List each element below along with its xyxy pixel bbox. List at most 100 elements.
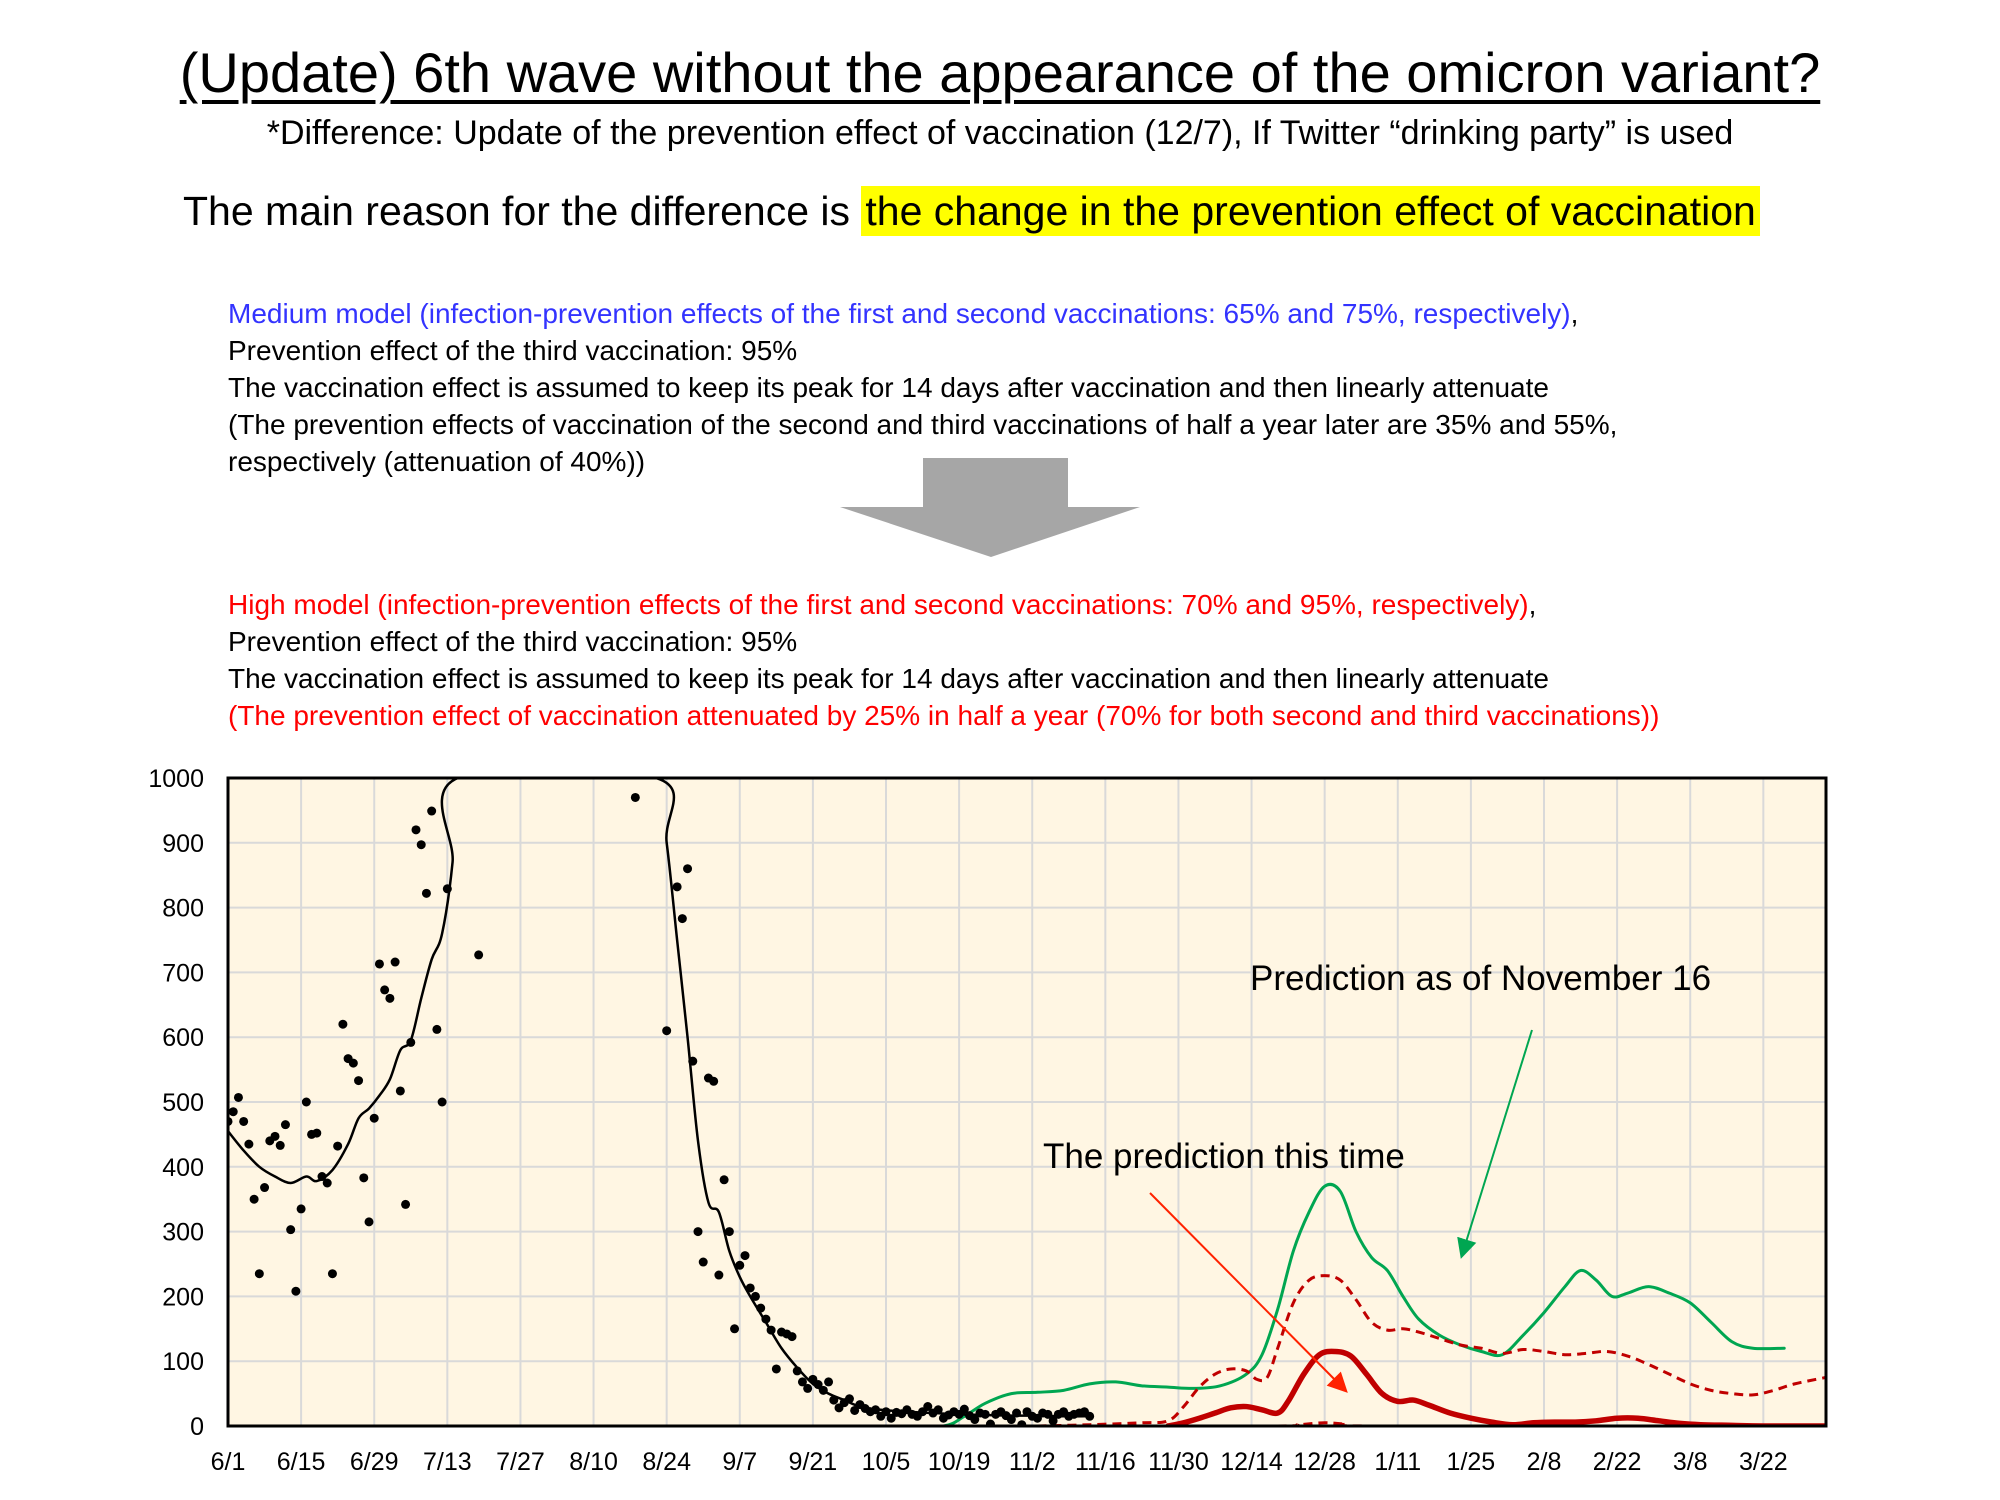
data-point xyxy=(771,1364,781,1374)
data-point xyxy=(317,1172,327,1182)
series-this-time-lower-dashed- xyxy=(1037,1421,1826,1426)
data-point xyxy=(672,882,682,892)
data-point xyxy=(662,1026,672,1036)
x-tick-label: 2/22 xyxy=(1593,1448,1642,1476)
data-point xyxy=(359,1173,369,1183)
x-tick-label: 6/1 xyxy=(211,1448,246,1476)
data-point xyxy=(761,1314,771,1324)
data-point xyxy=(677,914,687,924)
data-point xyxy=(824,1377,834,1387)
data-point xyxy=(286,1225,296,1235)
data-point xyxy=(803,1383,813,1393)
data-point xyxy=(923,1402,933,1412)
data-point xyxy=(1012,1408,1022,1418)
data-point xyxy=(338,1019,348,1029)
data-point xyxy=(688,1056,698,1066)
x-tick-label: 12/14 xyxy=(1220,1448,1283,1476)
x-tick-label: 7/27 xyxy=(496,1448,545,1476)
data-point xyxy=(829,1395,839,1405)
data-point xyxy=(933,1405,943,1415)
data-point xyxy=(427,806,437,816)
data-point xyxy=(280,1120,290,1130)
data-point xyxy=(228,1107,238,1117)
data-point xyxy=(886,1413,896,1423)
axes xyxy=(226,776,1828,1428)
data-point xyxy=(354,1076,364,1086)
x-tick-label: 7/13 xyxy=(423,1448,472,1476)
data-point xyxy=(1006,1415,1016,1425)
data-point xyxy=(698,1257,708,1267)
medium-model-title: Medium model (infection-prevention effec… xyxy=(228,298,1571,329)
data-point xyxy=(244,1139,254,1149)
data-point xyxy=(364,1217,374,1227)
data-point xyxy=(735,1260,745,1270)
data-point xyxy=(260,1183,270,1193)
high-model-description: High model (infection-prevention effects… xyxy=(228,586,1659,734)
high-model-title-tail: , xyxy=(1528,589,1537,620)
annotation-this-time: The prediction this time xyxy=(1043,1137,1405,1176)
tick-labels: 0 100 200 300 400 500 600 700 800 900 1000 6/1 6/15 6… xyxy=(148,765,1787,1476)
main-reason-prefix: The main reason for the difference is xyxy=(183,188,862,234)
x-tick-label: 12/28 xyxy=(1293,1448,1356,1476)
data-point xyxy=(406,1037,416,1047)
x-tick-label: 1/11 xyxy=(1374,1448,1421,1476)
data-point xyxy=(1043,1409,1053,1419)
data-point xyxy=(980,1409,990,1419)
main-reason: The main reason for the difference is th… xyxy=(183,186,1760,236)
data-point xyxy=(844,1394,854,1404)
data-point xyxy=(630,792,640,802)
data-point xyxy=(871,1405,881,1415)
x-tick-label: 6/29 xyxy=(350,1448,399,1476)
data-point xyxy=(719,1175,729,1185)
data-point xyxy=(683,864,693,874)
data-point xyxy=(797,1377,807,1387)
x-tick-label: 3/22 xyxy=(1739,1448,1788,1476)
annotations: Prediction as of November 16 The predict… xyxy=(1043,959,1711,1393)
series-observed-daily-cases xyxy=(228,792,1095,1426)
data-point xyxy=(390,957,400,967)
data-point xyxy=(730,1324,740,1334)
data-point xyxy=(1085,1411,1095,1421)
data-point xyxy=(959,1404,969,1414)
data-point xyxy=(270,1131,280,1141)
series-line xyxy=(894,1182,1786,1426)
data-point xyxy=(233,1092,243,1102)
data-point xyxy=(792,1366,802,1376)
data-point xyxy=(275,1140,285,1150)
data-point xyxy=(437,1097,447,1107)
y-tick-label: 600 xyxy=(162,1024,204,1052)
high-model-peak-assumption: The vaccination effect is assumed to kee… xyxy=(228,663,1549,694)
medium-model-attenuation: (The prevention effects of vaccination o… xyxy=(228,409,1618,440)
high-model-third-dose: Prevention effect of the third vaccinati… xyxy=(228,626,798,657)
x-tick-label: 8/24 xyxy=(642,1448,691,1476)
high-model-attenuation: (The prevention effect of vaccination at… xyxy=(228,700,1660,731)
y-tick-label: 1000 xyxy=(148,765,204,793)
data-point xyxy=(395,1086,405,1096)
page-subtitle: *Difference: Update of the prevention ef… xyxy=(266,114,1734,152)
medium-model-peak-assumption: The vaccination effect is assumed to kee… xyxy=(228,372,1549,403)
x-tick-label: 10/5 xyxy=(862,1448,911,1476)
data-point xyxy=(724,1227,734,1237)
data-point xyxy=(970,1415,980,1425)
data-point xyxy=(322,1178,332,1188)
data-point xyxy=(745,1283,755,1293)
data-point xyxy=(254,1269,264,1279)
series-prediction-as-of-november-16 xyxy=(894,1182,1786,1426)
data-point xyxy=(881,1407,891,1417)
series-this-time-dashed- xyxy=(1037,1274,1826,1426)
data-point xyxy=(411,825,421,835)
medium-model-description: Medium model (infection-prevention effec… xyxy=(228,295,1617,480)
annotation-nov16: Prediction as of November 16 xyxy=(1250,959,1711,998)
x-tick-label: 8/10 xyxy=(569,1448,618,1476)
x-tick-label: 9/21 xyxy=(789,1448,838,1476)
plot-frame xyxy=(226,776,1828,1428)
y-tick-label: 500 xyxy=(162,1089,204,1117)
data-point xyxy=(239,1116,249,1126)
medium-model-attenuation-cont: respectively (attenuation of 40%)) xyxy=(228,446,646,477)
data-point xyxy=(380,985,390,995)
x-tick-label: 3/8 xyxy=(1673,1448,1708,1476)
data-point xyxy=(432,1024,442,1034)
data-point xyxy=(385,993,395,1003)
data-point xyxy=(818,1385,828,1395)
